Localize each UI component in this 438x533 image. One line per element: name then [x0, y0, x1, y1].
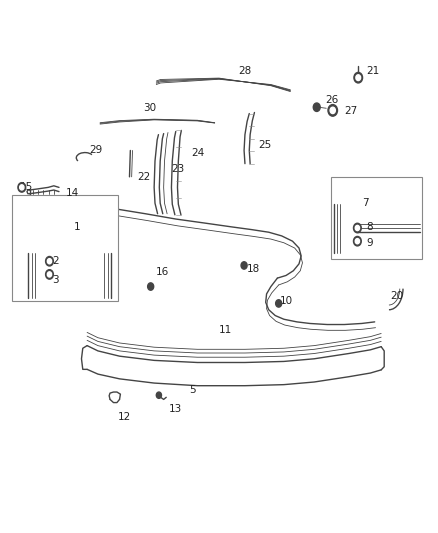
Circle shape [276, 300, 282, 307]
Text: 25: 25 [258, 140, 271, 150]
Text: 18: 18 [247, 264, 260, 274]
Circle shape [353, 223, 361, 233]
Circle shape [354, 72, 363, 83]
Text: 22: 22 [137, 172, 150, 182]
Text: 16: 16 [156, 267, 170, 277]
Circle shape [47, 272, 52, 277]
Text: 11: 11 [219, 325, 232, 335]
Text: 3: 3 [53, 274, 59, 285]
Bar [332, 177, 422, 259]
Circle shape [330, 107, 336, 114]
Text: 12: 12 [117, 412, 131, 422]
Text: 30: 30 [143, 103, 156, 114]
Circle shape [46, 270, 53, 279]
Circle shape [18, 183, 26, 192]
Text: 29: 29 [89, 146, 102, 156]
Text: 10: 10 [279, 296, 293, 306]
Bar [12, 195, 118, 301]
Text: 27: 27 [344, 106, 358, 116]
Text: 13: 13 [169, 404, 183, 414]
Text: 21: 21 [366, 66, 379, 76]
Text: 14: 14 [66, 188, 79, 198]
Text: 28: 28 [238, 66, 252, 76]
Text: 15: 15 [20, 182, 33, 192]
Text: 2: 2 [53, 256, 59, 266]
Text: 1: 1 [74, 222, 81, 232]
Circle shape [313, 103, 320, 111]
Text: 26: 26 [325, 95, 338, 106]
Circle shape [356, 75, 360, 80]
Circle shape [328, 104, 338, 116]
Text: 23: 23 [171, 164, 185, 174]
Circle shape [355, 225, 360, 231]
Circle shape [148, 283, 154, 290]
Circle shape [47, 259, 52, 264]
Text: 7: 7 [362, 198, 368, 208]
Circle shape [156, 392, 162, 398]
Circle shape [353, 237, 361, 246]
Text: 8: 8 [366, 222, 373, 232]
Text: 24: 24 [191, 148, 204, 158]
Circle shape [20, 185, 24, 190]
Text: 9: 9 [366, 238, 373, 248]
Text: 20: 20 [390, 290, 403, 301]
Circle shape [241, 262, 247, 269]
Circle shape [355, 239, 360, 244]
Text: 5: 5 [189, 385, 195, 395]
Circle shape [46, 256, 53, 266]
